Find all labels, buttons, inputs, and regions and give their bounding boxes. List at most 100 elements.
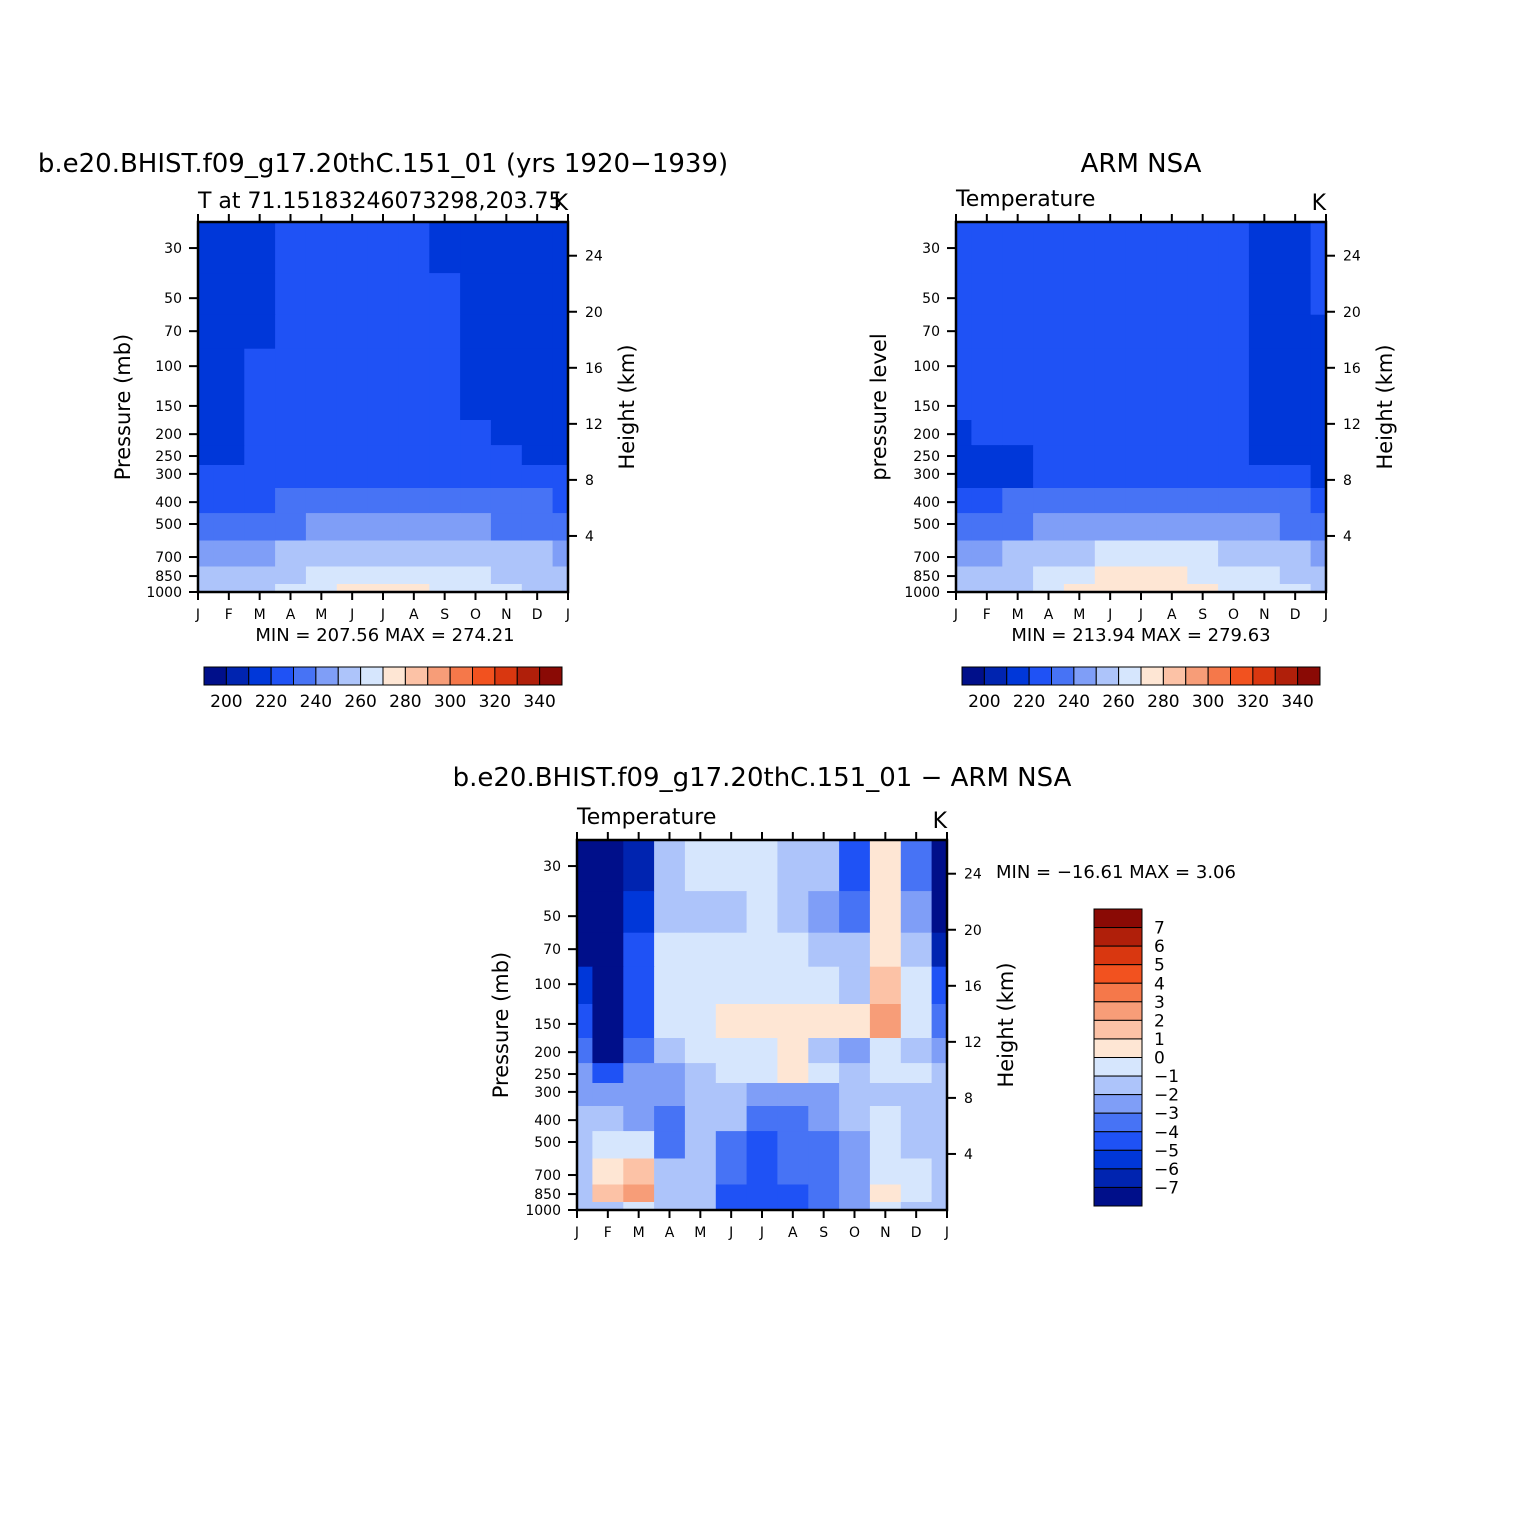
heatmap-cell — [931, 1106, 948, 1132]
heatmap-cell — [654, 1083, 686, 1107]
heatmap-cell — [521, 314, 554, 350]
heatmap-cell — [1187, 420, 1219, 446]
panel-diff: b.e20.BHIST.f09_g17.20thC.151_01 − ARM N… — [453, 763, 1236, 1241]
heatmap-cell — [1033, 314, 1065, 350]
y-tick-label: 1000 — [525, 1203, 561, 1219]
y-tick-label: 850 — [155, 569, 182, 585]
heatmap-cell — [971, 386, 1003, 421]
heatmap-cell — [367, 540, 399, 568]
heatmap-cell — [746, 1158, 778, 1186]
heatmap-cell — [1187, 584, 1219, 593]
heatmap-cell — [808, 1184, 840, 1203]
y-tick-label: 150 — [534, 1017, 561, 1033]
heatmap-cell — [577, 840, 593, 892]
heatmap-cell — [1156, 566, 1188, 585]
heatmap-cell — [577, 1038, 593, 1064]
heatmap-cell — [1063, 584, 1096, 593]
heatmap-cell — [1063, 314, 1096, 350]
heatmap-cell — [552, 445, 569, 466]
heatmap-cell — [1125, 222, 1157, 274]
heatmap-cell — [305, 273, 338, 316]
heatmap-cell — [715, 1004, 748, 1039]
heatmap-cell — [623, 1202, 655, 1211]
heatmap-cell — [398, 386, 430, 421]
heatmap-cell — [1310, 540, 1327, 568]
heatmap-cell — [521, 513, 554, 542]
heatmap-cell — [715, 891, 748, 934]
heatmap-cell — [1156, 488, 1188, 514]
heatmap-cell — [971, 445, 1003, 466]
heatmap-cell — [654, 932, 686, 968]
heatmap-cell — [956, 540, 972, 568]
heatmap-cell — [213, 584, 245, 593]
heatmap-cell — [305, 465, 338, 489]
y-tick-label: 700 — [155, 550, 182, 566]
heatmap-cell — [521, 348, 554, 387]
heatmap-cell — [336, 445, 369, 466]
colorbar-label: 5 — [1154, 956, 1165, 976]
heatmap-cell — [956, 488, 972, 514]
heatmap-cell — [1156, 386, 1188, 421]
heatmap-cell — [1279, 540, 1312, 568]
heatmap-cell — [1094, 314, 1127, 350]
heatmap-cell — [956, 513, 972, 542]
heatmap-cell — [971, 420, 1003, 446]
colorbar-label: −5 — [1154, 1141, 1179, 1161]
heatmap-cell — [900, 840, 933, 892]
heatmap-cell — [956, 348, 972, 387]
heatmap-cell — [275, 584, 307, 593]
heatmap-cell — [1248, 386, 1281, 421]
heatmap-cell — [552, 386, 569, 421]
heatmap-cell — [900, 1202, 933, 1211]
heatmap-cell — [460, 540, 492, 568]
x-tick-label: D — [911, 1225, 922, 1241]
colorbar-swatch — [1140, 666, 1164, 686]
heatmap-cell — [1279, 465, 1312, 489]
heatmap-cell — [1033, 584, 1065, 593]
heatmap-cell — [592, 891, 624, 934]
heatmap-cell — [623, 1184, 655, 1203]
heatmap-cell — [1125, 386, 1157, 421]
heatmap-cell — [1218, 420, 1250, 446]
heatmap-cell — [623, 1038, 655, 1064]
heatmap-cell — [460, 348, 492, 387]
heatmap-cell — [1002, 348, 1034, 387]
heatmap-cell — [1094, 348, 1127, 387]
y-right-tick-label: 4 — [1343, 529, 1352, 545]
heatmap-cell — [1248, 420, 1281, 446]
panel-obs-colorbar: 200 220 240 260 280 300 320 340 — [961, 666, 1321, 712]
heatmap-cell — [839, 891, 871, 934]
heatmap-cell — [1063, 540, 1096, 568]
colorbar-label: 3 — [1154, 993, 1165, 1013]
heatmap-cell — [931, 1131, 948, 1160]
heatmap-cell — [1125, 488, 1157, 514]
colorbar-swatch — [449, 666, 473, 686]
heatmap-cell — [305, 348, 338, 387]
heatmap-cell — [213, 513, 245, 542]
heatmap-cell — [1248, 584, 1281, 593]
heatmap-cell — [1156, 540, 1188, 568]
colorbar-swatch — [404, 666, 429, 686]
heatmap-cell — [275, 540, 307, 568]
x-tick-label: J — [349, 607, 354, 623]
heatmap-cell — [777, 1063, 809, 1084]
heatmap-cell — [654, 1063, 686, 1084]
panel-model-stats: MIN = 207.56 MAX = 274.21 — [255, 625, 514, 646]
heatmap-cell — [931, 1184, 948, 1203]
heatmap-cell — [367, 314, 399, 350]
heatmap-cell — [746, 1202, 778, 1211]
colorbar-swatch — [1093, 1038, 1143, 1058]
heatmap-cell — [592, 840, 624, 892]
x-tick-label: S — [1198, 607, 1207, 623]
heatmap-cell — [684, 1063, 717, 1084]
y-right-tick-label: 20 — [585, 305, 603, 321]
heatmap-cell — [592, 1004, 624, 1039]
heatmap-cell — [1063, 386, 1096, 421]
heatmap-cell — [869, 1083, 902, 1107]
heatmap-cell — [367, 420, 399, 446]
heatmap-cell — [839, 1106, 871, 1132]
heatmap-cell — [654, 1004, 686, 1039]
heatmap-cell — [490, 566, 523, 585]
heatmap-cell — [244, 222, 276, 274]
heatmap-cell — [521, 445, 554, 466]
